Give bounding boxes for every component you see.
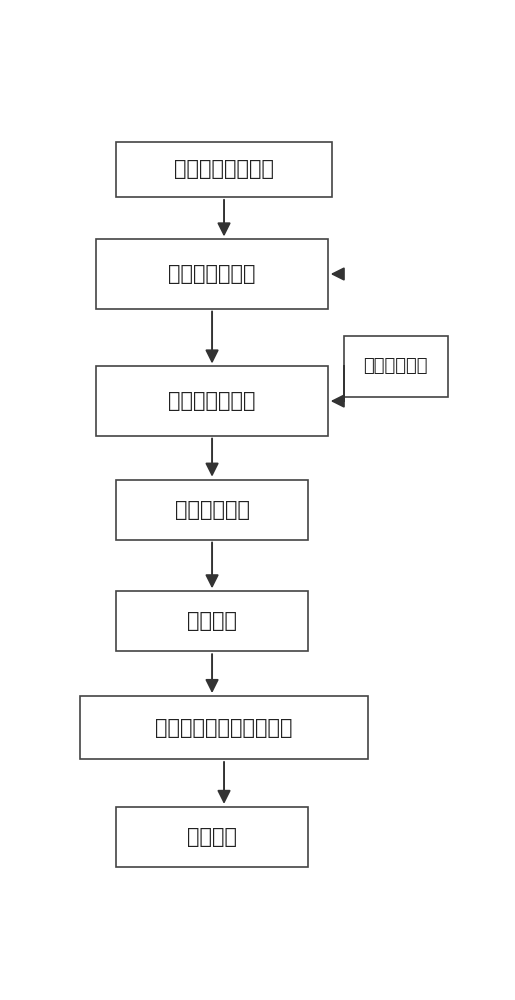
Text: 混频模块: 混频模块 [187,611,237,631]
Bar [116,142,332,197]
Text: 太赫兹倍频功率放大模块: 太赫兹倍频功率放大模块 [156,718,293,738]
Bar [344,336,448,397]
Bar [116,591,308,651]
Bar [80,696,368,759]
Text: 数模转换模块: 数模转换模块 [175,500,250,520]
Text: 数字预失真模块: 数字预失真模块 [168,264,256,284]
Text: 雷达信号生成模块: 雷达信号生成模块 [174,159,274,179]
Bar [116,480,308,540]
Bar [116,807,308,867]
Bar [96,239,328,309]
Bar [96,366,328,436]
Text: 数字上变频模块: 数字上变频模块 [168,391,256,411]
Text: 时钒控制模块: 时钒控制模块 [364,357,428,375]
Text: 雷达天线: 雷达天线 [187,827,237,847]
